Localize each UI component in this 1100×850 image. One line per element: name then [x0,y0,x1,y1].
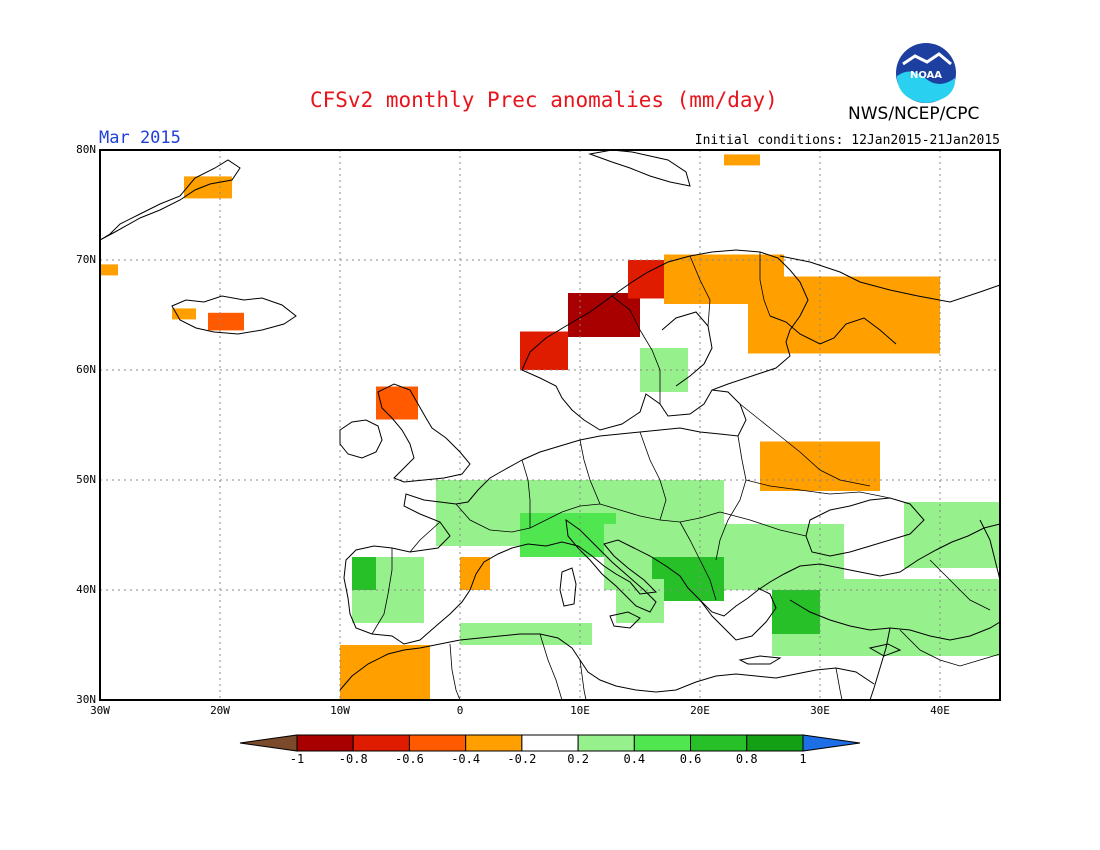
lat-tick-label: 60N [76,363,96,376]
greece-coast [699,587,777,641]
anomaly-region [184,176,232,199]
anomaly-region [568,293,640,337]
colorbar-swatch [633,734,692,752]
colorbar-swatch [746,734,804,752]
colorbar-tick-label: -0.4 [451,752,481,766]
colorbar-swatch [577,734,635,752]
anomaly-region [352,557,376,590]
colorbar-high-triangle [802,734,861,752]
caspian-coast [979,519,1001,581]
colorbar-swatch [521,734,579,752]
colorbar-tick-label: 0.4 [623,752,646,766]
colorbar [239,734,861,752]
anomaly-region [208,312,244,331]
sardinia-coast [559,567,577,607]
turkey-south-coast [789,599,1001,641]
colorbar-tick-label: 0.2 [567,752,589,766]
white-sea-coast [769,315,897,345]
europe-mainland-coast [343,459,1001,645]
lat-tick-label: 30N [76,693,96,706]
colorbar-tick-label: -0.6 [394,752,424,766]
anomaly-region [904,502,1000,568]
cyprus-coast [868,643,902,657]
lat-tick-label: 40N [76,583,96,596]
kola-coast [779,255,1001,303]
svalbard-coast [588,149,691,187]
lon-tick-label: 30E [810,704,830,717]
colorbar-tick-label: 0.6 [679,752,702,766]
anomaly-region [724,154,760,166]
lon-tick-label: 20W [210,704,230,717]
coastlines [99,149,1001,701]
anomaly-region [760,441,880,491]
lon-tick-label: 10E [570,704,590,717]
anomaly-region [376,386,418,420]
italy-coast [565,518,657,613]
anomaly-region [772,590,820,634]
chart-title: CFSv2 monthly Prec anomalies (mm/day) [310,88,778,112]
map-frame [99,149,1001,701]
lon-tick-label: 30W [90,704,110,717]
colorbar-swatch [690,734,748,752]
logo-text: NOAA [910,70,942,81]
anomaly-region [100,264,118,276]
colorbar-swatch [465,734,523,752]
colorbar-tick-label: 0.8 [735,752,758,766]
lon-tick-label: 10W [330,704,350,717]
colorbar-tick-label: -0.2 [507,752,537,766]
lon-tick-label: 0 [456,704,464,717]
levant-coast [869,627,891,701]
initial-conditions: Initial conditions: 12Jan2015-21Jan2015 [694,133,1000,148]
black-sea-coast [805,497,925,557]
crete-coast [738,655,782,665]
anomaly-region [460,557,490,590]
lat-tick-label: 70N [76,253,96,266]
colorbar-swatch [296,734,354,752]
iceland-coast [171,295,297,335]
anomaly-region [520,331,568,370]
anomaly-region [172,308,196,320]
britain-coast [377,383,471,483]
colorbar-swatch [408,734,467,752]
lat-tick-label: 50N [76,473,96,486]
ireland-coast [339,419,383,459]
noaa-logo-icon: NOAA [896,43,956,103]
anomaly-region [340,645,430,700]
anomaly-region [748,276,940,354]
agency-label: NWS/NCEP/CPC [848,104,980,124]
lon-tick-label: 40E [930,704,950,717]
lat-tick-label: 80N [76,143,96,156]
colorbar-tick-label: -1 [289,752,305,766]
colorbar-tick-label: -0.8 [338,752,368,766]
chart-subtitle: Mar 2015 [99,128,181,148]
north-africa-coast [339,633,875,693]
anomaly-layer [100,154,1000,700]
bothnia-coast [661,311,713,387]
lon-tick-label: 20E [690,704,710,717]
colorbar-low-triangle [239,734,298,752]
anomaly-region [616,579,664,623]
sicily-coast [609,611,641,629]
greenland-coast [99,159,241,241]
scandinavia-coast [521,249,809,431]
colorbar-swatch [352,734,410,752]
country-borders [371,252,1001,701]
grid-lines [100,150,1000,700]
colorbar-tick-label: 1 [799,752,807,766]
baltic-coast [521,389,747,461]
